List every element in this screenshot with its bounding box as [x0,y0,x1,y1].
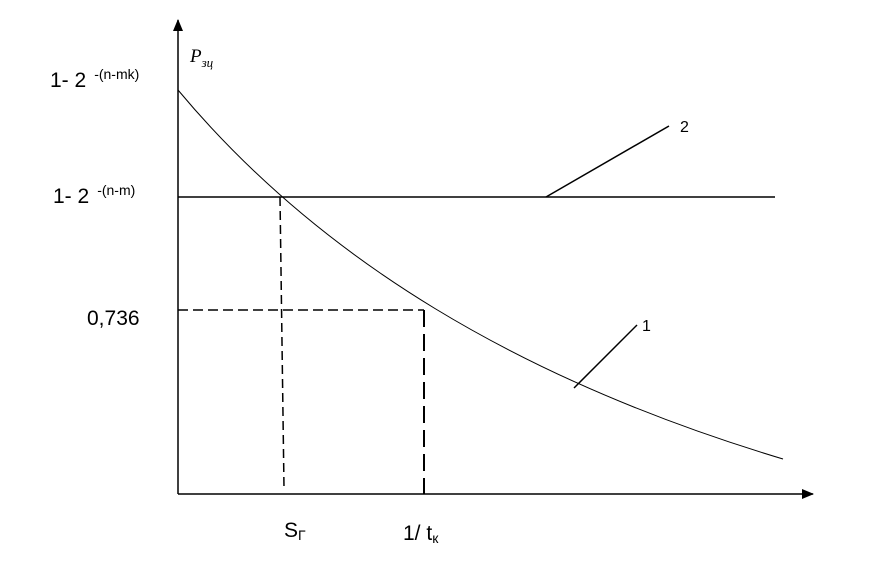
y-axis-label-symbol: P [189,46,202,67]
x-tick-label-tk-sub: к [432,530,439,546]
x-tick-label-sg-sub: Г [298,527,306,543]
x-tick-label-sg: SГ [284,519,306,543]
series-1-curve [177,89,784,460]
y-axis-label: Pзц [189,46,214,70]
x-tick-label-tk-base: 1/ t [403,522,432,545]
y-tick-label-lower-base: 0,736 [87,307,140,330]
sg-drop-line [279,196,285,489]
x-tick-label-tk: 1/ tк [403,522,439,546]
y-tick-label-middle-base: 1- 2 [53,185,89,208]
series-1-label: 1 [642,318,651,335]
y-tick-label-upper-base: 1- 2 [50,69,86,92]
y-tick-label-middle-sup: -(n-m) [97,182,135,198]
y-tick-label-lower: 0,736 [87,307,140,330]
x-tick-label-sg-base: S [284,519,298,542]
y-tick-label-upper: 1- 2 -(n-mk) [50,66,139,92]
y-tick-label-middle: 1- 2 -(n-m) [53,182,135,208]
y-axis-label-subscript: зц [201,55,214,70]
series-2-leader-line [545,125,670,198]
series-1-leader-line [573,324,638,389]
series-2-label: 2 [680,119,689,136]
y-tick-label-upper-sup: -(n-mk) [94,66,139,82]
